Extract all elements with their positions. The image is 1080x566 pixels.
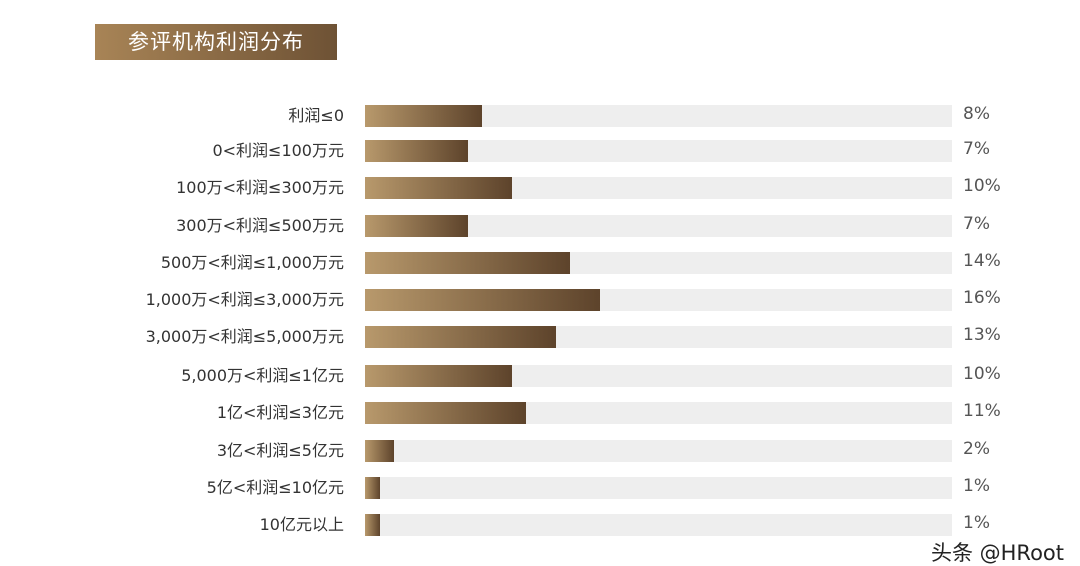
bar-row: 1,000万<利润≤3,000万元 16% <box>0 288 1080 311</box>
category-label: 100万<利润≤300万元 <box>176 178 344 197</box>
watermark: 头条 @HRoot <box>930 541 1064 565</box>
category-label: 1,000万<利润≤3,000万元 <box>145 290 344 309</box>
bar-row: 300万<利润≤500万元 7% <box>0 214 1080 237</box>
value-label: 10% <box>963 176 1001 196</box>
bar-row: 100万<利润≤300万元 10% <box>0 176 1080 199</box>
value-label: 16% <box>963 288 1001 308</box>
bar-row: 5,000万<利润≤1亿元 10% <box>0 364 1080 387</box>
bar-row: 0<利润≤100万元 7% <box>0 139 1080 162</box>
bar-track <box>365 514 952 536</box>
bar-row: 500万<利润≤1,000万元 14% <box>0 251 1080 274</box>
value-label: 1% <box>963 513 990 533</box>
bar <box>365 514 380 536</box>
bar-track <box>365 140 952 162</box>
value-label: 11% <box>963 401 1001 421</box>
bar <box>365 177 512 199</box>
bar-row: 10亿元以上 1% <box>0 513 1080 536</box>
category-label: 500万<利润≤1,000万元 <box>160 253 344 272</box>
bar <box>365 440 395 462</box>
bar-row: 3亿<利润≤5亿元 2% <box>0 439 1080 462</box>
category-label: 利润≤0 <box>288 106 344 125</box>
category-label: 5,000万<利润≤1亿元 <box>181 366 344 385</box>
category-label: 3,000万<利润≤5,000万元 <box>145 327 344 346</box>
bar-track <box>365 215 952 237</box>
category-label: 0<利润≤100万元 <box>212 141 344 160</box>
bar <box>365 140 468 162</box>
value-label: 10% <box>963 364 1001 384</box>
bar <box>365 402 527 424</box>
chart-title: 参评机构利润分布 <box>95 24 337 60</box>
category-label: 10亿元以上 <box>259 515 344 534</box>
bar <box>365 477 380 499</box>
bar <box>365 252 571 274</box>
category-label: 1亿<利润≤3亿元 <box>216 403 344 422</box>
bar-track <box>365 105 952 127</box>
bar-row: 利润≤0 8% <box>0 104 1080 127</box>
value-label: 1% <box>963 476 990 496</box>
category-label: 300万<利润≤500万元 <box>176 216 344 235</box>
category-label: 5亿<利润≤10亿元 <box>206 478 344 497</box>
category-label: 3亿<利润≤5亿元 <box>216 441 344 460</box>
bar <box>365 365 512 387</box>
bar <box>365 215 468 237</box>
bar-track <box>365 177 952 199</box>
bar <box>365 326 556 348</box>
bar-track <box>365 440 952 462</box>
bar-row: 5亿<利润≤10亿元 1% <box>0 476 1080 499</box>
value-label: 7% <box>963 139 990 159</box>
bar-track <box>365 477 952 499</box>
bar-row: 3,000万<利润≤5,000万元 13% <box>0 325 1080 348</box>
bar <box>365 105 483 127</box>
value-label: 2% <box>963 439 990 459</box>
bar-track <box>365 365 952 387</box>
bar <box>365 289 600 311</box>
value-label: 8% <box>963 104 990 124</box>
value-label: 13% <box>963 325 1001 345</box>
bar-row: 1亿<利润≤3亿元 11% <box>0 401 1080 424</box>
value-label: 14% <box>963 251 1001 271</box>
value-label: 7% <box>963 214 990 234</box>
